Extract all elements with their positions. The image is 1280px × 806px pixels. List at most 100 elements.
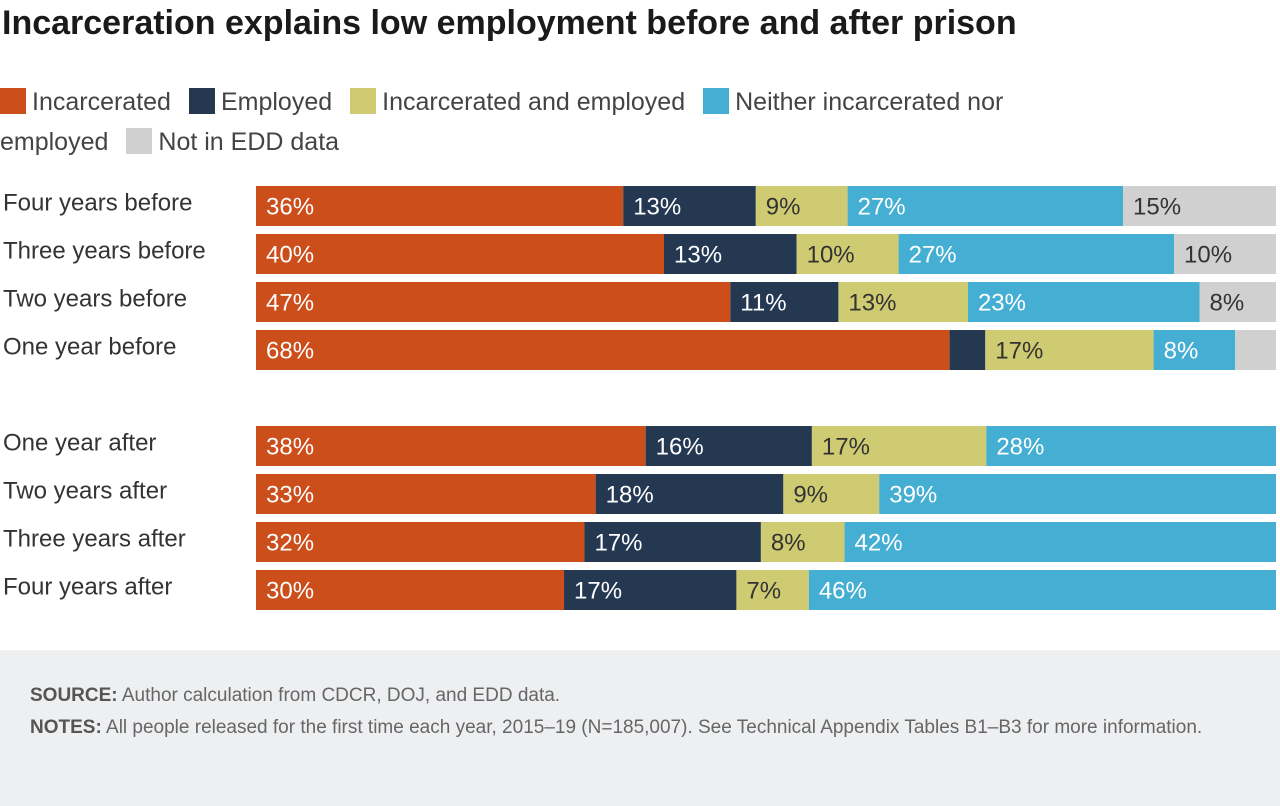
bar-segment bbox=[844, 522, 1276, 562]
footer: SOURCE: Author calculation from CDCR, DO… bbox=[0, 650, 1280, 806]
bar-segment bbox=[967, 282, 1200, 322]
notes-text: All people released for the first time e… bbox=[106, 717, 1203, 738]
value-label: 17% bbox=[594, 529, 642, 556]
value-label: 28% bbox=[996, 433, 1044, 460]
bar-segment bbox=[811, 426, 987, 466]
bar-segment bbox=[949, 330, 986, 370]
value-label: 18% bbox=[606, 481, 654, 508]
value-label: 10% bbox=[1184, 241, 1232, 268]
value-label: 17% bbox=[995, 337, 1043, 364]
source-text: Author calculation from CDCR, DOJ, and E… bbox=[121, 685, 561, 706]
value-label: 23% bbox=[978, 289, 1026, 316]
bar-segment bbox=[985, 330, 1154, 370]
value-label: 17% bbox=[574, 577, 622, 604]
value-label: 13% bbox=[674, 241, 722, 268]
bar-segment bbox=[730, 282, 839, 322]
y-tick-label: Three years after bbox=[3, 525, 186, 552]
value-label: 7% bbox=[746, 577, 781, 604]
bar-segment bbox=[256, 330, 950, 370]
chart-title: Incarceration explains low employment be… bbox=[2, 4, 1017, 42]
y-tick-label: Two years before bbox=[3, 285, 187, 312]
legend-item: Not in EDD data bbox=[126, 128, 339, 156]
bar-segment bbox=[1199, 282, 1276, 322]
value-label: 39% bbox=[889, 481, 937, 508]
bar-segment bbox=[256, 426, 646, 466]
bar-segment bbox=[986, 426, 1276, 466]
legend-label: Not in EDD data bbox=[158, 128, 340, 156]
legend: Incarcerated Employed Incarcerated and emp… bbox=[0, 82, 1130, 162]
value-label: 46% bbox=[819, 577, 867, 604]
value-label: 30% bbox=[266, 577, 314, 604]
notes: NOTES: All people released for the first… bbox=[30, 712, 1240, 744]
legend-item: Neither incarcerated nor employed bbox=[0, 88, 1003, 156]
legend-label: Incarcerated and employed bbox=[382, 88, 686, 116]
bar-segment bbox=[1153, 330, 1236, 370]
value-label: 40% bbox=[266, 241, 314, 268]
legend-swatch bbox=[703, 88, 730, 114]
bar-segment bbox=[783, 474, 880, 514]
y-tick-label: Four years before bbox=[3, 189, 192, 216]
bar-segment bbox=[1174, 234, 1276, 274]
legend-label: Employed bbox=[220, 88, 333, 116]
legend-item: Incarcerated and employed bbox=[350, 88, 685, 116]
legend-item: Employed bbox=[188, 88, 333, 116]
bar-segment bbox=[838, 282, 968, 322]
bar-segment bbox=[256, 570, 565, 610]
value-label: 9% bbox=[766, 193, 801, 220]
bar-segment bbox=[664, 234, 797, 274]
value-label: 11% bbox=[740, 289, 786, 316]
value-label: 27% bbox=[858, 193, 906, 220]
bar-segment bbox=[736, 570, 809, 610]
value-label: 17% bbox=[822, 433, 870, 460]
value-label: 32% bbox=[266, 529, 314, 556]
bar-segment bbox=[760, 522, 845, 562]
value-label: 8% bbox=[771, 529, 806, 556]
bar-segment bbox=[879, 474, 1276, 514]
bar-segment bbox=[645, 426, 812, 466]
value-label: 47% bbox=[266, 289, 314, 316]
bar-segment bbox=[847, 186, 1123, 226]
bar-segment bbox=[256, 282, 731, 322]
value-label: 9% bbox=[793, 481, 828, 508]
bar-segment bbox=[1123, 186, 1276, 226]
value-label: 33% bbox=[266, 481, 314, 508]
bar-segment bbox=[256, 186, 624, 226]
y-tick-label: Four years after bbox=[3, 573, 172, 600]
bar-segment bbox=[256, 474, 596, 514]
legend-swatch bbox=[188, 88, 215, 114]
bar-segment bbox=[755, 186, 848, 226]
value-label: 8% bbox=[1164, 337, 1199, 364]
legend-swatch bbox=[0, 88, 26, 114]
legend-swatch bbox=[350, 88, 377, 114]
notes-label: NOTES: bbox=[30, 717, 102, 738]
value-label: 15% bbox=[1133, 193, 1181, 220]
legend-swatch bbox=[126, 128, 153, 154]
value-label: 38% bbox=[266, 433, 314, 460]
value-label: 13% bbox=[633, 193, 681, 220]
bar-segment bbox=[898, 234, 1174, 274]
bar-segment bbox=[623, 186, 756, 226]
y-tick-label: Two years after bbox=[3, 477, 167, 504]
value-label: 36% bbox=[266, 193, 314, 220]
value-label: 27% bbox=[909, 241, 957, 268]
bar-segment bbox=[564, 570, 737, 610]
value-label: 13% bbox=[848, 289, 896, 316]
bar-segment bbox=[256, 522, 585, 562]
value-label: 42% bbox=[855, 529, 903, 556]
source-label: SOURCE: bbox=[30, 685, 118, 706]
legend-label: Incarcerated bbox=[32, 88, 171, 116]
value-label: 10% bbox=[807, 241, 855, 268]
y-tick-label: One year before bbox=[3, 333, 176, 360]
legend-label: Neither incarcerated nor employed bbox=[0, 88, 1004, 156]
bar-segment bbox=[1235, 330, 1276, 370]
y-tick-label: Three years before bbox=[3, 237, 206, 264]
value-label: 16% bbox=[656, 433, 704, 460]
y-tick-label: One year after bbox=[3, 429, 156, 456]
source: SOURCE: Author calculation from CDCR, DO… bbox=[30, 680, 1240, 712]
bar-segment bbox=[808, 570, 1276, 610]
bar-segment bbox=[796, 234, 899, 274]
bar-segment bbox=[584, 522, 761, 562]
value-label: 68% bbox=[266, 337, 314, 364]
legend-item: Incarcerated bbox=[0, 88, 171, 116]
